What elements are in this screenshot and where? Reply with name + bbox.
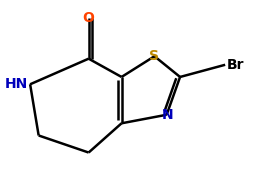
Text: HN: HN xyxy=(5,77,28,91)
Text: Br: Br xyxy=(227,58,244,72)
Text: S: S xyxy=(149,49,160,63)
Text: O: O xyxy=(83,11,95,25)
Text: N: N xyxy=(162,108,174,122)
